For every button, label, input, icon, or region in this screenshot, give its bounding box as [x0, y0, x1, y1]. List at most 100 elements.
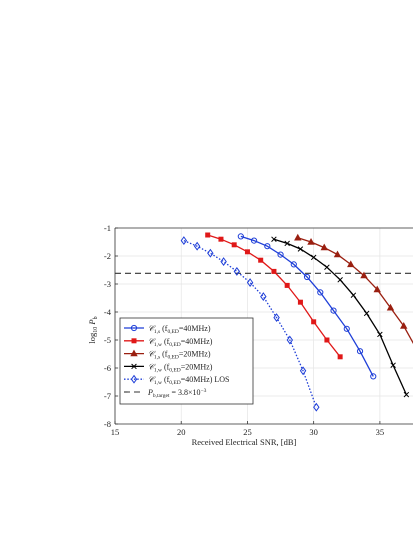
data-point: [343, 325, 350, 332]
data-point: [284, 282, 290, 288]
data-point: [311, 319, 317, 325]
series-line: [297, 237, 413, 344]
data-point: [207, 248, 214, 258]
data-point: [297, 299, 303, 305]
series-4: [180, 236, 320, 412]
legend-label: 𝒞1,s (f0,ED=40MHz): [148, 324, 211, 335]
x-axis-label: Received Electrical SNR, [dB]: [192, 437, 297, 447]
legend-label: Pb,target = 3.8×10−3: [147, 388, 207, 399]
legend: 𝒞1,s (f0,ED=40MHz) 𝒞1,w (f0,ED=40MHz) 𝒞1,s…: [119, 317, 254, 405]
data-point-stroke: [363, 310, 370, 317]
data-point: [130, 374, 138, 384]
data-point-stroke: [271, 236, 277, 242]
data-point: [324, 264, 330, 270]
data-point: [299, 366, 307, 376]
legend-label: 𝒞1,s (f0,ED=20MHz): [148, 350, 211, 361]
data-point: [277, 251, 284, 258]
data-point-stroke: [403, 391, 410, 398]
y-tick-label: -1: [104, 223, 111, 233]
x-tick-label: 15: [111, 427, 120, 437]
data-point: [356, 348, 364, 355]
data-point: [403, 391, 410, 398]
y-tick-label: -5: [104, 335, 111, 345]
data-point: [297, 246, 304, 252]
y-tick-label: -3: [104, 279, 111, 289]
data-point-stroke: [377, 331, 383, 338]
data-point-stroke: [131, 363, 137, 370]
data-point: [273, 313, 280, 323]
legend-label: 𝒞1,w (f0,ED=40MHz): [148, 337, 213, 348]
x-tick-label: 35: [376, 427, 385, 437]
plot-layer: [115, 232, 413, 412]
series-line: [240, 235, 374, 377]
data-point: [294, 233, 302, 241]
data-point: [313, 402, 320, 412]
series-2: [294, 233, 413, 344]
data-point: [271, 236, 277, 242]
legend-box: [119, 317, 254, 405]
data-point: [231, 242, 237, 248]
data-point: [286, 335, 294, 345]
data-point-stroke: [337, 277, 343, 283]
series-1: [205, 232, 343, 360]
data-point: [250, 237, 258, 244]
data-point: [271, 268, 277, 274]
data-point-stroke: [324, 264, 330, 270]
data-point: [233, 266, 241, 276]
data-point: [390, 362, 396, 368]
data-point: [260, 292, 267, 302]
data-point: [320, 243, 328, 251]
data-point: [337, 277, 343, 283]
data-point: [386, 303, 395, 311]
data-point: [246, 278, 254, 288]
legend-label: 𝒞1,w (f0,ED=40MHz) LOS: [148, 375, 229, 386]
x-tick-label: 20: [177, 427, 186, 437]
data-point: [218, 236, 224, 242]
data-point: [363, 310, 370, 317]
data-point: [130, 349, 138, 357]
data-point: [131, 338, 137, 344]
y-tick-label: -8: [104, 419, 111, 429]
data-point: [237, 233, 244, 240]
data-point: [290, 261, 297, 268]
data-point: [350, 292, 357, 298]
data-point-stroke: [350, 292, 357, 298]
y-tick-label: -7: [104, 391, 111, 401]
y-tick-label: -2: [104, 251, 111, 261]
x-tick-label: 30: [309, 427, 318, 437]
data-point: [307, 237, 315, 245]
data-point: [337, 354, 343, 360]
y-tick-label: -4: [104, 307, 112, 317]
data-point: [310, 254, 317, 261]
data-point: [258, 257, 264, 263]
data-point: [303, 273, 311, 281]
series-3: [271, 236, 410, 398]
data-point: [264, 243, 271, 250]
data-point: [180, 236, 188, 246]
data-point: [347, 260, 355, 268]
data-point: [377, 331, 383, 338]
series-0: [237, 233, 377, 380]
data-point-stroke: [284, 240, 290, 247]
data-point: [370, 373, 377, 380]
data-point: [330, 307, 337, 314]
legend-label: 𝒞1,w (f0,ED=20MHz): [148, 362, 213, 373]
series-line: [183, 240, 317, 408]
data-point: [220, 257, 227, 267]
data-point: [131, 363, 137, 370]
data-point-stroke: [297, 246, 304, 252]
data-point-stroke: [390, 362, 396, 368]
data-point: [193, 241, 201, 251]
data-point: [205, 232, 211, 238]
data-point: [317, 289, 324, 296]
data-point-stroke: [310, 254, 317, 261]
x-tick-label: 25: [243, 427, 252, 437]
data-point: [130, 324, 138, 332]
axes-layer: 15 20 25 30 35 -1 -2 -3 -4 -5 -6 -7 -8 Received Elect…: [87, 223, 413, 447]
data-point: [373, 285, 381, 293]
y-axis-label: log10 Pb: [87, 316, 99, 343]
y-tick-label: -6: [104, 363, 111, 373]
data-point: [244, 249, 250, 255]
